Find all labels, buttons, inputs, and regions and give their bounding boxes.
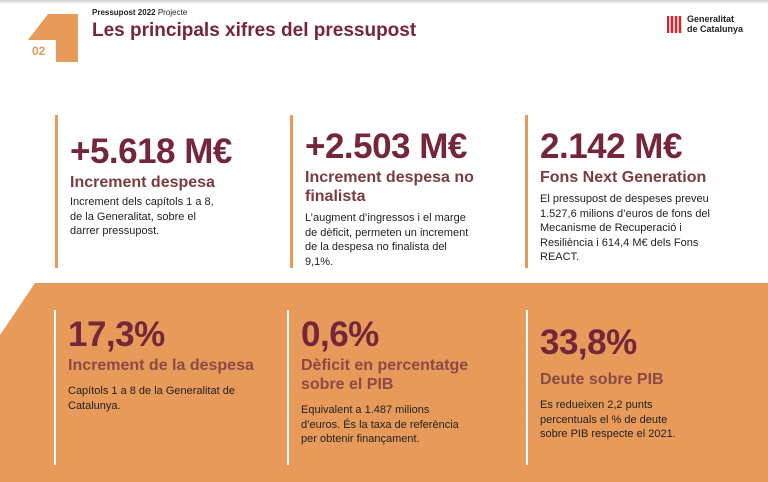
stat-text: El pressupost de despeses preveu 1.527,6… — [540, 193, 710, 263]
stat-card: 33,8% Deute sobre PIB Es redueixen 2,2 p… — [526, 310, 746, 465]
stat-value: 2.142 M€ — [540, 127, 682, 166]
stat-value: 17,3% — [68, 315, 165, 354]
generalitat-logo: Generalitat de Catalunya — [667, 14, 743, 34]
stat-value: +2.503 M€ — [305, 127, 467, 166]
stat-label: Increment despesa — [70, 174, 215, 191]
stat-card: 2.142 M€ Fons Next Generation El pressup… — [525, 115, 725, 268]
page-title: Les principals xifres del pressupost — [92, 20, 417, 41]
stat-text: Increment dels capítols 1 a 8, de la Gen… — [70, 196, 214, 237]
section-number: 02 — [32, 44, 46, 58]
stat-label: Increment despesa no finalista — [305, 169, 474, 205]
top-shadow — [0, 0, 768, 4]
stat-text: Es redueixen 2,2 punts percentuals el % … — [540, 399, 676, 440]
stat-label: Fons Next Generation — [540, 169, 707, 186]
logo-line1: Generalitat — [687, 14, 735, 24]
stat-text: Equivalent a 1.487 milions d’euros. És l… — [301, 404, 459, 445]
logo-line2: de Catalunya — [687, 24, 744, 34]
section-arrow-icon — [28, 14, 78, 62]
stat-value: +5.618 M€ — [70, 132, 232, 171]
document-supertitle: Pressupost 2022 Projecte — [92, 8, 188, 17]
senyera-icon — [667, 15, 682, 33]
stat-label: Increment de la despesa — [68, 357, 254, 374]
stat-card: 17,3% Increment de la despesa Capítols 1… — [54, 310, 274, 465]
stat-value: 0,6% — [301, 315, 379, 354]
stat-card: +2.503 M€ Increment despesa no finalista… — [290, 115, 490, 268]
highlight-panel — [0, 283, 768, 482]
stat-label: Dèficit en percentatge sobre el PIB — [301, 357, 469, 393]
stat-text: L’augment d’ingressos i el marge de dèfi… — [305, 212, 469, 268]
stat-card: 0,6% Dèficit en percentatge sobre el PIB… — [287, 310, 507, 465]
stat-label: Deute sobre PIB — [540, 371, 664, 388]
stat-card: +5.618 M€ Increment despesa Increment de… — [55, 115, 255, 268]
stat-value: 33,8% — [540, 323, 637, 362]
stat-text: Capítols 1 a 8 de la Generalitat de Cata… — [68, 385, 235, 412]
